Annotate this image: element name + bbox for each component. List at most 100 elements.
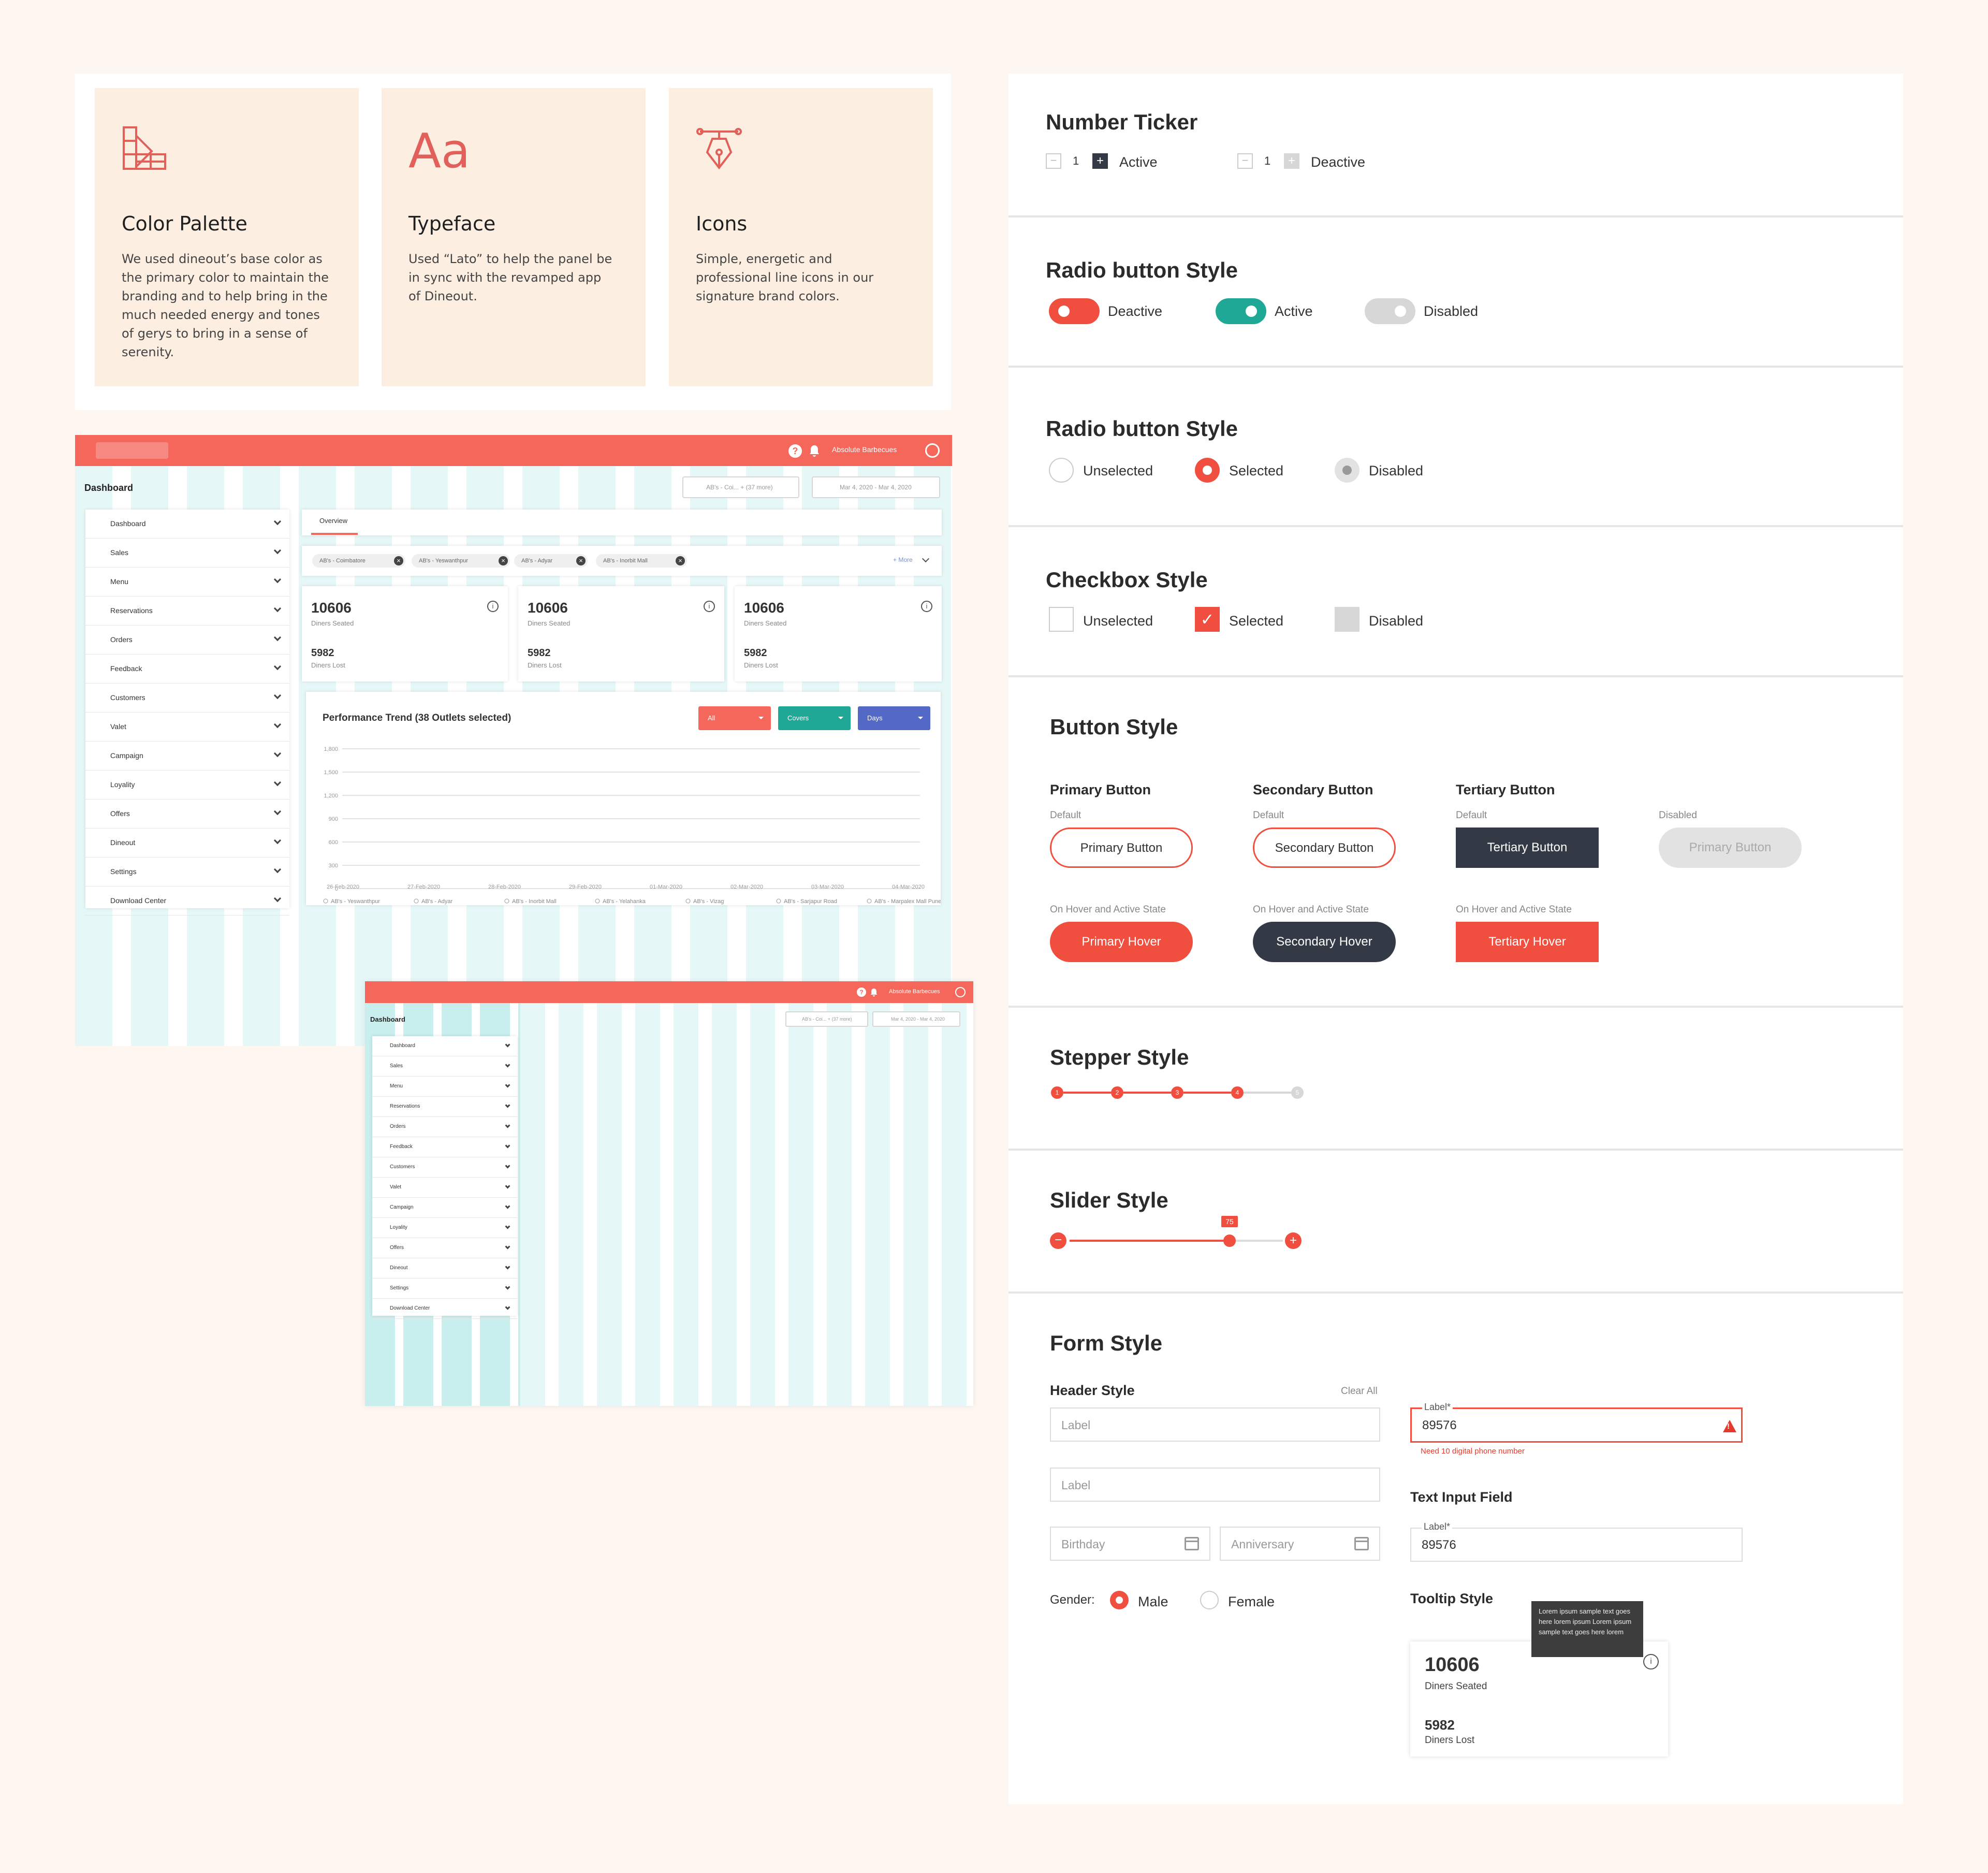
sidebar-item-menu[interactable]: Menu	[85, 568, 289, 597]
radio-selected[interactable]	[1195, 458, 1220, 483]
checkbox-selected[interactable]: ✓	[1195, 607, 1220, 632]
chevron-down-icon[interactable]	[273, 633, 282, 642]
close-icon[interactable]: ×	[676, 556, 685, 565]
increment-button[interactable]: +	[1092, 153, 1108, 169]
sidebar-item-offers[interactable]: Offers	[85, 800, 289, 829]
sidebar-item-dineout[interactable]: Dineout	[372, 1258, 517, 1279]
primary-button[interactable]: Primary Button	[1050, 827, 1193, 868]
sidebar-item-download-center[interactable]: Download Center	[85, 887, 289, 916]
legend-item[interactable]: AB's - Marpalex Mall Pune	[867, 898, 941, 905]
chevron-down-icon[interactable]	[505, 1284, 510, 1289]
sidebar-item-feedback[interactable]: Feedback	[85, 655, 289, 684]
legend-item[interactable]: AB's - Vizag	[685, 898, 724, 905]
legend-item[interactable]: AB's - Yelahanka	[595, 898, 646, 905]
radio-unselected[interactable]	[1049, 458, 1074, 483]
calendar-icon[interactable]	[1185, 1537, 1199, 1550]
location-filter[interactable]: AB's - Coi... + (37 more)	[682, 476, 799, 498]
checkbox-unselected[interactable]	[1049, 607, 1074, 632]
chevron-down-icon[interactable]	[273, 865, 282, 874]
slider-minus-button[interactable]: −	[1050, 1232, 1066, 1249]
chevron-down-icon[interactable]	[273, 720, 282, 729]
filter-chip[interactable]: AB's - Coimbatore ×	[312, 554, 405, 568]
sidebar-item-download-center[interactable]: Download Center	[372, 1299, 517, 1319]
chevron-down-icon[interactable]	[505, 1183, 510, 1188]
chevron-down-icon[interactable]	[505, 1203, 510, 1209]
chevron-down-icon[interactable]	[505, 1224, 510, 1229]
tertiary-button[interactable]: Tertiary Button	[1456, 827, 1599, 868]
filter-chip[interactable]: AB's - Inorbit Mall ×	[596, 554, 687, 568]
chevron-down-icon[interactable]	[922, 555, 930, 563]
stepper-step[interactable]: 2	[1111, 1086, 1123, 1099]
user-name[interactable]: Absolute Barbecues	[889, 989, 940, 995]
chevron-down-icon[interactable]	[273, 807, 282, 816]
bell-icon[interactable]	[809, 444, 820, 457]
stepper-step[interactable]: 3	[1171, 1086, 1183, 1099]
filter-chip[interactable]: AB's - Yeswanthpur ×	[412, 554, 510, 568]
chevron-down-icon[interactable]	[273, 894, 282, 903]
text-input[interactable]: Label* 89576	[1410, 1521, 1743, 1562]
close-icon[interactable]: ×	[576, 556, 586, 565]
sidebar-item-dineout[interactable]: Dineout	[85, 829, 289, 858]
chevron-down-icon[interactable]	[505, 1042, 510, 1047]
decrement-button[interactable]: −	[1046, 153, 1061, 169]
help-icon[interactable]: ?	[857, 988, 866, 997]
slider-thumb[interactable]	[1223, 1235, 1236, 1247]
sidebar-item-campaign[interactable]: Campaign	[85, 742, 289, 771]
sidebar-item-campaign[interactable]: Campaign	[372, 1198, 517, 1218]
chevron-down-icon[interactable]	[273, 662, 282, 671]
help-icon[interactable]: ?	[788, 444, 802, 458]
tertiary-hover-button[interactable]: Tertiary Hover	[1456, 922, 1599, 962]
sidebar-item-offers[interactable]: Offers	[372, 1238, 517, 1258]
chevron-down-icon[interactable]	[505, 1123, 510, 1128]
stepper-step[interactable]: 1	[1051, 1086, 1063, 1099]
chevron-down-icon[interactable]	[273, 749, 282, 758]
sidebar-item-orders[interactable]: Orders	[85, 626, 289, 655]
sidebar-item-menu[interactable]: Menu	[372, 1077, 517, 1097]
chevron-down-icon[interactable]	[505, 1143, 510, 1148]
chevron-down-icon[interactable]	[273, 778, 282, 787]
user-name[interactable]: Absolute Barbecues	[832, 445, 897, 454]
label-input[interactable]: Label	[1050, 1407, 1380, 1442]
avatar[interactable]	[955, 987, 966, 997]
tab-overview[interactable]: Overview	[319, 517, 348, 525]
chevron-down-icon[interactable]	[505, 1082, 510, 1087]
avatar[interactable]	[925, 443, 940, 458]
decrement-button[interactable]: −	[1237, 153, 1253, 169]
stepper-step[interactable]: 4	[1231, 1086, 1244, 1099]
secondary-button[interactable]: Secondary Button	[1253, 827, 1396, 868]
chevron-down-icon[interactable]	[505, 1102, 510, 1108]
info-icon[interactable]: i	[1643, 1654, 1659, 1669]
radio-female[interactable]	[1200, 1591, 1219, 1609]
toggle-deactive[interactable]	[1049, 298, 1100, 324]
clear-all-link[interactable]: Clear All	[1341, 1386, 1378, 1397]
label-input-2[interactable]: Label	[1050, 1468, 1380, 1502]
error-input[interactable]: Label* 89576 !	[1410, 1402, 1743, 1443]
chevron-down-icon[interactable]	[505, 1304, 510, 1310]
chevron-down-icon[interactable]	[505, 1244, 510, 1249]
anniversary-input[interactable]: Anniversary	[1220, 1527, 1380, 1561]
increment-button[interactable]: +	[1284, 153, 1299, 169]
chevron-down-icon[interactable]	[273, 575, 282, 584]
chevron-down-icon[interactable]	[273, 691, 282, 700]
chevron-down-icon[interactable]	[273, 517, 282, 526]
sidebar-item-orders[interactable]: Orders	[372, 1117, 517, 1137]
filter-dropdown-all[interactable]: All	[698, 706, 771, 730]
legend-item[interactable]: AB's - Adyar	[414, 898, 453, 905]
filter-dropdown-covers[interactable]: Covers	[778, 706, 851, 730]
chevron-down-icon[interactable]	[505, 1062, 510, 1067]
secondary-hover-button[interactable]: Secondary Hover	[1253, 922, 1396, 962]
bell-icon[interactable]	[870, 988, 878, 997]
close-icon[interactable]: ×	[499, 556, 508, 565]
sidebar-item-loyality[interactable]: Loyality	[372, 1218, 517, 1238]
birthday-input[interactable]: Birthday	[1050, 1527, 1210, 1561]
chevron-down-icon[interactable]	[505, 1264, 510, 1269]
location-filter[interactable]: AB's - Coi... + (37 more)	[785, 1011, 868, 1027]
sidebar-item-loyality[interactable]: Loyality	[85, 771, 289, 800]
sidebar-item-sales[interactable]: Sales	[85, 539, 289, 568]
slider-plus-button[interactable]: +	[1285, 1232, 1302, 1249]
radio-male[interactable]	[1110, 1591, 1129, 1609]
sidebar-item-reservations[interactable]: Reservations	[372, 1097, 517, 1117]
sidebar-item-valet[interactable]: Valet	[85, 713, 289, 742]
sidebar-item-feedback[interactable]: Feedback	[372, 1137, 517, 1157]
chevron-down-icon[interactable]	[273, 604, 282, 613]
